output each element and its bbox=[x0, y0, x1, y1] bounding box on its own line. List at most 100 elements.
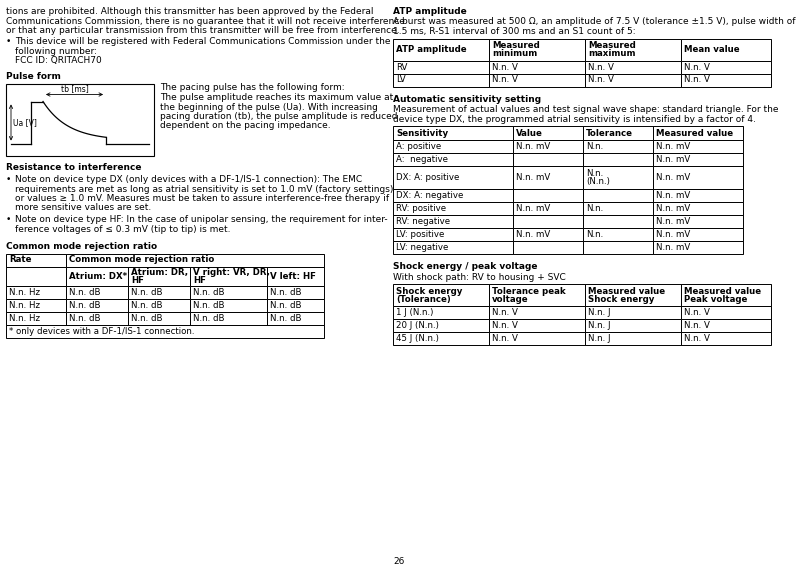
Text: Measured value: Measured value bbox=[656, 128, 733, 138]
Text: N.n. dB: N.n. dB bbox=[131, 314, 163, 323]
Text: Automatic sensitivity setting: Automatic sensitivity setting bbox=[393, 94, 541, 104]
Text: N.n. V: N.n. V bbox=[588, 75, 614, 85]
Bar bbox=[393, 39, 489, 60]
Bar bbox=[6, 325, 324, 338]
Text: Tolerance peak: Tolerance peak bbox=[492, 287, 566, 296]
Bar bbox=[393, 285, 489, 306]
Bar bbox=[513, 215, 583, 229]
Bar bbox=[513, 126, 583, 140]
Text: Mean value: Mean value bbox=[684, 45, 740, 54]
Text: N.n. mV: N.n. mV bbox=[656, 230, 690, 240]
Text: N.n. mV: N.n. mV bbox=[516, 230, 551, 240]
Text: dependent on the pacing impedance.: dependent on the pacing impedance. bbox=[160, 122, 330, 131]
Bar bbox=[681, 285, 771, 306]
Bar bbox=[489, 74, 585, 86]
Bar bbox=[653, 140, 743, 153]
Bar bbox=[489, 60, 585, 74]
Bar bbox=[653, 126, 743, 140]
Bar bbox=[128, 267, 190, 286]
Text: N.n. Hz: N.n. Hz bbox=[9, 314, 40, 323]
Text: following number:: following number: bbox=[15, 47, 97, 56]
Bar bbox=[513, 153, 583, 166]
Text: N.n. J: N.n. J bbox=[588, 308, 610, 317]
Text: N.n.: N.n. bbox=[586, 230, 603, 240]
Bar bbox=[6, 267, 66, 286]
Text: Shock energy: Shock energy bbox=[396, 287, 462, 296]
Text: DX: A: negative: DX: A: negative bbox=[396, 191, 464, 200]
Text: N.n. J: N.n. J bbox=[588, 321, 610, 331]
Text: ATP amplitude: ATP amplitude bbox=[393, 7, 467, 16]
Text: 1 J (N.n.): 1 J (N.n.) bbox=[396, 308, 433, 317]
Text: HF: HF bbox=[131, 276, 144, 285]
Text: N.n. dB: N.n. dB bbox=[270, 314, 302, 323]
Bar bbox=[190, 267, 267, 286]
Bar bbox=[6, 84, 154, 156]
Text: V left: HF: V left: HF bbox=[270, 272, 316, 281]
Bar bbox=[6, 253, 66, 267]
Bar bbox=[585, 285, 681, 306]
Text: N.n. mV: N.n. mV bbox=[656, 191, 690, 200]
Bar bbox=[128, 299, 190, 312]
Text: ference voltages of ≤ 0.3 mV (tip to tip) is met.: ference voltages of ≤ 0.3 mV (tip to tip… bbox=[15, 225, 231, 233]
Text: 20 J (N.n.): 20 J (N.n.) bbox=[396, 321, 439, 331]
Text: N.n. V: N.n. V bbox=[492, 308, 518, 317]
Text: DX: A: positive: DX: A: positive bbox=[396, 173, 460, 182]
Bar bbox=[393, 140, 513, 153]
Text: Measured: Measured bbox=[588, 41, 636, 50]
Text: •: • bbox=[6, 215, 11, 224]
Bar bbox=[6, 312, 66, 325]
Text: requirements are met as long as atrial sensitivity is set to 1.0 mV (factory set: requirements are met as long as atrial s… bbox=[15, 184, 393, 194]
Bar bbox=[66, 312, 128, 325]
Bar bbox=[681, 320, 771, 332]
Bar bbox=[653, 190, 743, 202]
Text: the beginning of the pulse (Ua). With increasing: the beginning of the pulse (Ua). With in… bbox=[160, 103, 378, 112]
Bar bbox=[66, 267, 128, 286]
Text: Measured value: Measured value bbox=[684, 287, 761, 296]
Bar bbox=[583, 215, 653, 229]
Bar bbox=[6, 286, 66, 299]
Text: RV: RV bbox=[396, 63, 407, 71]
Bar bbox=[489, 39, 585, 60]
Bar bbox=[585, 39, 681, 60]
Text: Resistance to interference: Resistance to interference bbox=[6, 164, 141, 172]
Text: * only devices with a DF-1/IS-1 connection.: * only devices with a DF-1/IS-1 connecti… bbox=[9, 327, 195, 336]
Bar bbox=[583, 153, 653, 166]
Bar bbox=[393, 74, 489, 86]
Bar bbox=[585, 60, 681, 74]
Text: Tolerance: Tolerance bbox=[586, 128, 633, 138]
Text: N.n. V: N.n. V bbox=[588, 63, 614, 71]
Bar bbox=[393, 215, 513, 229]
Text: N.n. mV: N.n. mV bbox=[656, 142, 690, 151]
Text: or that any particular transmission from this transmitter will be free from inte: or that any particular transmission from… bbox=[6, 26, 400, 35]
Text: •: • bbox=[6, 175, 11, 184]
Bar bbox=[681, 332, 771, 346]
Text: LV: negative: LV: negative bbox=[396, 244, 448, 252]
Text: This device will be registered with Federal Communications Commission under the: This device will be registered with Fede… bbox=[15, 37, 390, 47]
Text: N.n. V: N.n. V bbox=[684, 335, 710, 343]
Bar bbox=[583, 140, 653, 153]
Text: N.n. dB: N.n. dB bbox=[131, 301, 163, 310]
Text: N.n. dB: N.n. dB bbox=[69, 301, 101, 310]
Text: Ua [V]: Ua [V] bbox=[13, 118, 37, 127]
Bar bbox=[393, 190, 513, 202]
Text: N.n. dB: N.n. dB bbox=[193, 288, 224, 297]
Text: Value: Value bbox=[516, 128, 543, 138]
Text: minimum: minimum bbox=[492, 49, 537, 58]
Text: N.n. mV: N.n. mV bbox=[656, 244, 690, 252]
Text: tb [ms]: tb [ms] bbox=[61, 85, 89, 93]
Text: N.n. V: N.n. V bbox=[684, 321, 710, 331]
Text: N.n. J: N.n. J bbox=[588, 335, 610, 343]
Text: N.n. mV: N.n. mV bbox=[656, 155, 690, 164]
Text: N.n. Hz: N.n. Hz bbox=[9, 288, 40, 297]
Bar bbox=[190, 312, 267, 325]
Text: N.n. mV: N.n. mV bbox=[656, 173, 690, 182]
Text: Shock energy: Shock energy bbox=[588, 295, 654, 304]
Text: voltage: voltage bbox=[492, 295, 528, 304]
Bar bbox=[66, 253, 324, 267]
Bar bbox=[653, 202, 743, 215]
Text: 1.5 ms, R-S1 interval of 300 ms and an S1 count of 5:: 1.5 ms, R-S1 interval of 300 ms and an S… bbox=[393, 27, 636, 36]
Text: The pacing pulse has the following form:: The pacing pulse has the following form: bbox=[160, 84, 345, 93]
Text: The pulse amplitude reaches its maximum value at: The pulse amplitude reaches its maximum … bbox=[160, 93, 393, 102]
Text: device type DX, the programmed atrial sensitivity is intensified by a factor of : device type DX, the programmed atrial se… bbox=[393, 115, 756, 123]
Bar bbox=[681, 74, 771, 86]
